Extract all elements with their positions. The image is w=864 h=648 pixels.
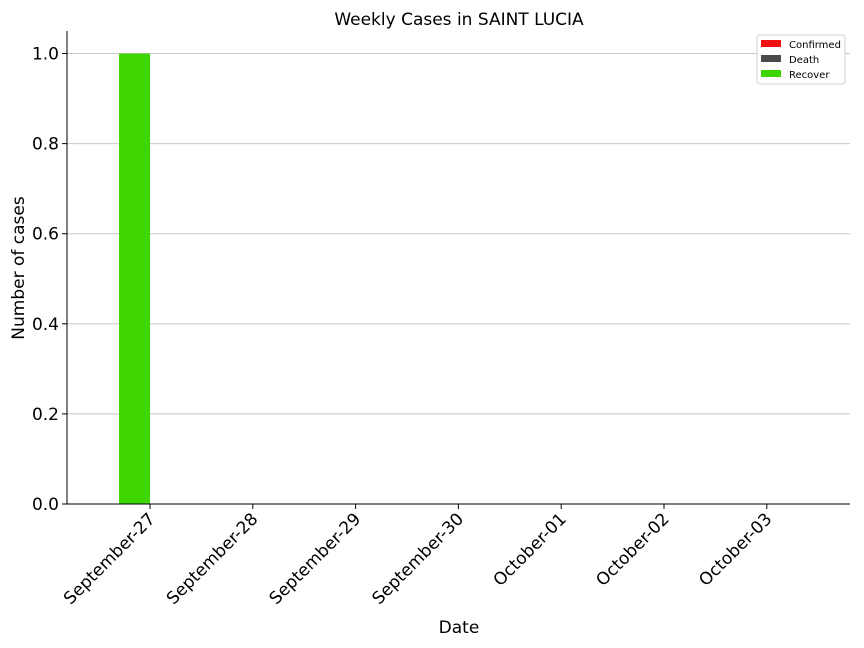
x-axis-ticks: September-27 September-28 September-29 Sept… xyxy=(60,504,776,609)
x-tick-label: October-02 xyxy=(592,509,673,590)
y-tick-label: 1.0 xyxy=(32,45,59,65)
x-tick-label: October-03 xyxy=(695,509,776,590)
legend: Confirmed Death Recover xyxy=(756,34,846,85)
x-tick-label: September-28 xyxy=(163,509,262,608)
x-tick-label: October-01 xyxy=(490,509,571,590)
y-tick-label: 0.8 xyxy=(32,135,59,155)
legend-label-recover: Recover xyxy=(789,70,830,81)
x-tick-label: September-27 xyxy=(60,509,159,608)
y-tick-label: 0.2 xyxy=(32,405,59,425)
legend-swatch-confirmed xyxy=(761,40,781,47)
grid-lines xyxy=(67,53,850,415)
y-axis-label: Number of cases xyxy=(9,196,29,340)
y-tick-label: 0.4 xyxy=(32,315,59,335)
legend-swatch-recover xyxy=(761,70,781,77)
bar-recover xyxy=(119,53,150,505)
x-axis-label: Date xyxy=(439,618,480,638)
chart-title: Weekly Cases in SAINT LUCIA xyxy=(334,10,584,30)
x-tick-label: September-30 xyxy=(368,509,467,608)
y-tick-label: 0.6 xyxy=(32,225,59,245)
y-tick-label: 0.0 xyxy=(32,495,59,515)
y-axis-ticks: 0.0 0.2 0.4 0.6 0.8 1.0 xyxy=(32,45,67,515)
legend-swatch-death xyxy=(761,55,781,62)
legend-label-confirmed: Confirmed xyxy=(789,40,841,51)
bars xyxy=(119,53,150,505)
legend-label-death: Death xyxy=(789,55,819,66)
x-tick-label: September-29 xyxy=(266,509,365,608)
